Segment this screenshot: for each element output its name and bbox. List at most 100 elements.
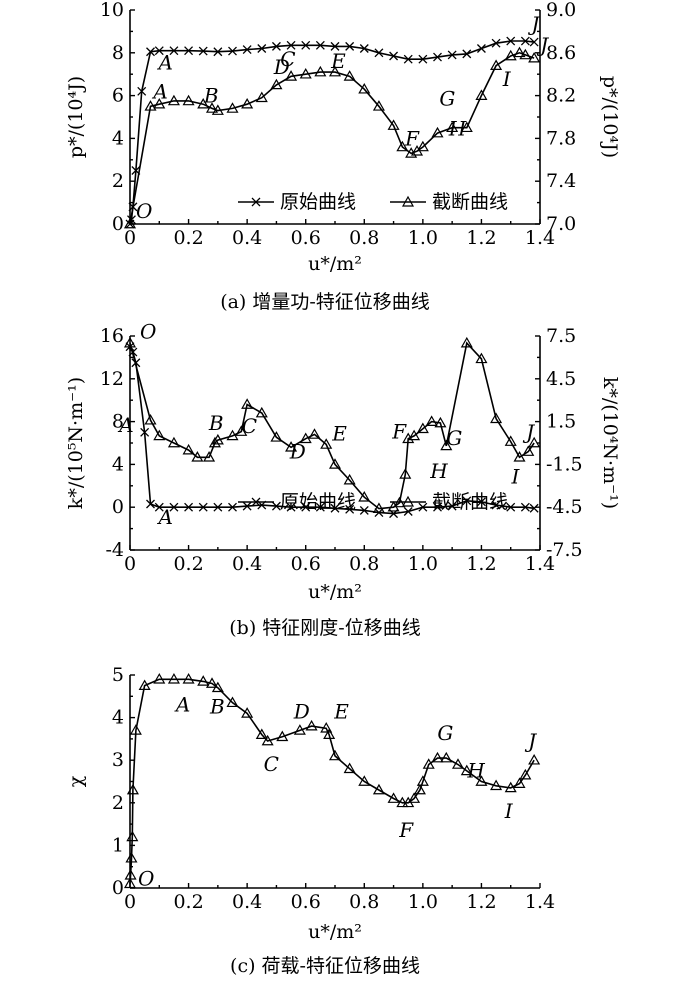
data-point-triangle [153, 673, 166, 684]
data-point-triangle [226, 102, 239, 113]
point-label: F [398, 818, 414, 842]
data-point-x [242, 501, 252, 511]
data-point-triangle [123, 217, 137, 229]
y-tick-label-right: -7.5 [546, 539, 583, 561]
x-tick-label: 1.2 [466, 227, 496, 249]
data-point-triangle [126, 783, 139, 795]
data-point-x [286, 40, 296, 50]
y-axis-label-left: p*/(10⁴J) [65, 76, 87, 158]
data-point-triangle [343, 473, 356, 485]
data-point-x [213, 502, 223, 512]
point-label: C [264, 752, 279, 776]
data-point-triangle [205, 102, 219, 113]
data-point-triangle [372, 100, 385, 111]
data-point-triangle [416, 775, 429, 786]
data-point-triangle [305, 719, 318, 731]
x-tick-label: 0.4 [232, 553, 262, 575]
data-point-triangle [460, 764, 473, 776]
data-point-triangle [528, 51, 541, 63]
data-point-triangle [513, 46, 526, 58]
data-point-triangle [431, 751, 444, 763]
y-axis-label-right: p*/(10⁴J) [599, 76, 621, 158]
x-axis-label: u*/m² [308, 581, 362, 603]
y-tick-label-right: -1.5 [546, 453, 583, 475]
data-point-triangle [167, 436, 180, 448]
data-point-triangle [138, 679, 151, 691]
chart-panel-c: 0 0.2 0.4 0.6 0.8 1.0 1.2 1.4 0 1 2 3 4 5 O A B C D E F GHI Ju… [65, 664, 555, 977]
data-point-x [146, 47, 155, 57]
data-point-triangle [197, 97, 210, 109]
data-point-triangle [255, 91, 268, 103]
data-point-triangle [475, 89, 488, 100]
data-point-triangle [475, 775, 488, 786]
data-point-x [154, 502, 164, 512]
y-tick-label-left: 4 [112, 453, 124, 475]
x-tick-label: 0.2 [173, 553, 203, 575]
data-point-triangle [299, 67, 312, 79]
data-point-x [374, 48, 384, 58]
data-point-x [476, 497, 486, 507]
legend-marker-triangle [401, 195, 415, 207]
y-tick-label-right: 4.5 [546, 368, 576, 390]
data-point-x [506, 36, 516, 46]
data-point-triangle [413, 783, 426, 795]
data-point-triangle [241, 398, 254, 409]
data-point-triangle [293, 724, 306, 735]
x-tick-label: 1.2 [466, 553, 496, 575]
data-point-x [491, 38, 501, 48]
series-line-truncated [129, 51, 535, 225]
data-point-triangle [124, 869, 137, 880]
data-point-x [330, 41, 340, 51]
data-point-x [462, 496, 472, 506]
data-point-triangle [440, 439, 453, 451]
data-point-x [520, 36, 530, 46]
point-label: I [502, 67, 512, 91]
chart-panel-a: 0 0.2 0.4 0.6 0.8 1.0 1.2 1.4 0 2 4 6 8 10 7.0 7.4 7.8 8.… [65, 0, 621, 313]
data-point-triangle [372, 502, 385, 513]
data-point-triangle [211, 681, 224, 693]
point-label: O [138, 867, 154, 891]
data-point-x [403, 507, 413, 516]
data-point-x [359, 44, 369, 53]
y-tick-label-left: 4 [112, 127, 124, 149]
data-point-triangle [358, 491, 371, 502]
y-tick-label-left: 2 [112, 792, 124, 814]
data-point-x [228, 46, 237, 56]
data-point-x [198, 502, 208, 512]
data-point-x [345, 41, 355, 51]
data-point-x [447, 501, 457, 511]
y-tick-label-right: 7.5 [546, 325, 576, 347]
point-label: A [151, 79, 167, 103]
y-axis-label-left: k*/(10⁵N·m⁻¹) [65, 377, 87, 509]
data-point-triangle [182, 94, 195, 106]
data-point-triangle [396, 796, 409, 808]
data-point-x [447, 50, 457, 60]
point-label: B [209, 695, 225, 719]
data-point-x [315, 502, 325, 512]
y-tick-label-right: 8.2 [546, 85, 576, 107]
x-tick-label: 1.4 [525, 553, 555, 575]
data-point-triangle [528, 436, 541, 448]
x-tick-label: 1.0 [408, 553, 438, 575]
x-axis-label: u*/m² [308, 253, 362, 275]
data-point-triangle [320, 722, 333, 733]
point-label: I [504, 799, 514, 823]
data-point-triangle [343, 762, 356, 774]
x-tick-label: 0.2 [173, 891, 203, 913]
data-point-x [330, 503, 340, 513]
data-point-x [462, 49, 472, 59]
x-tick-label: 0.6 [291, 227, 321, 249]
y-tick-label-left: 8 [112, 411, 124, 433]
y-tick-label-left: 0 [112, 496, 124, 518]
data-point-x [301, 40, 311, 50]
legend-marker-triangle [401, 495, 415, 507]
data-point-triangle [490, 412, 503, 424]
y-axis-label-right: k*/(10⁴N·m⁻¹) [599, 377, 621, 509]
data-point-triangle [387, 119, 400, 130]
data-point-x [213, 47, 223, 57]
point-label: H [466, 759, 485, 783]
x-tick-label: 0 [124, 553, 136, 575]
y-tick-label-left: 2 [112, 170, 124, 192]
legend-label-truncated: 截断曲线 [432, 191, 508, 213]
point-label: A [174, 692, 190, 716]
